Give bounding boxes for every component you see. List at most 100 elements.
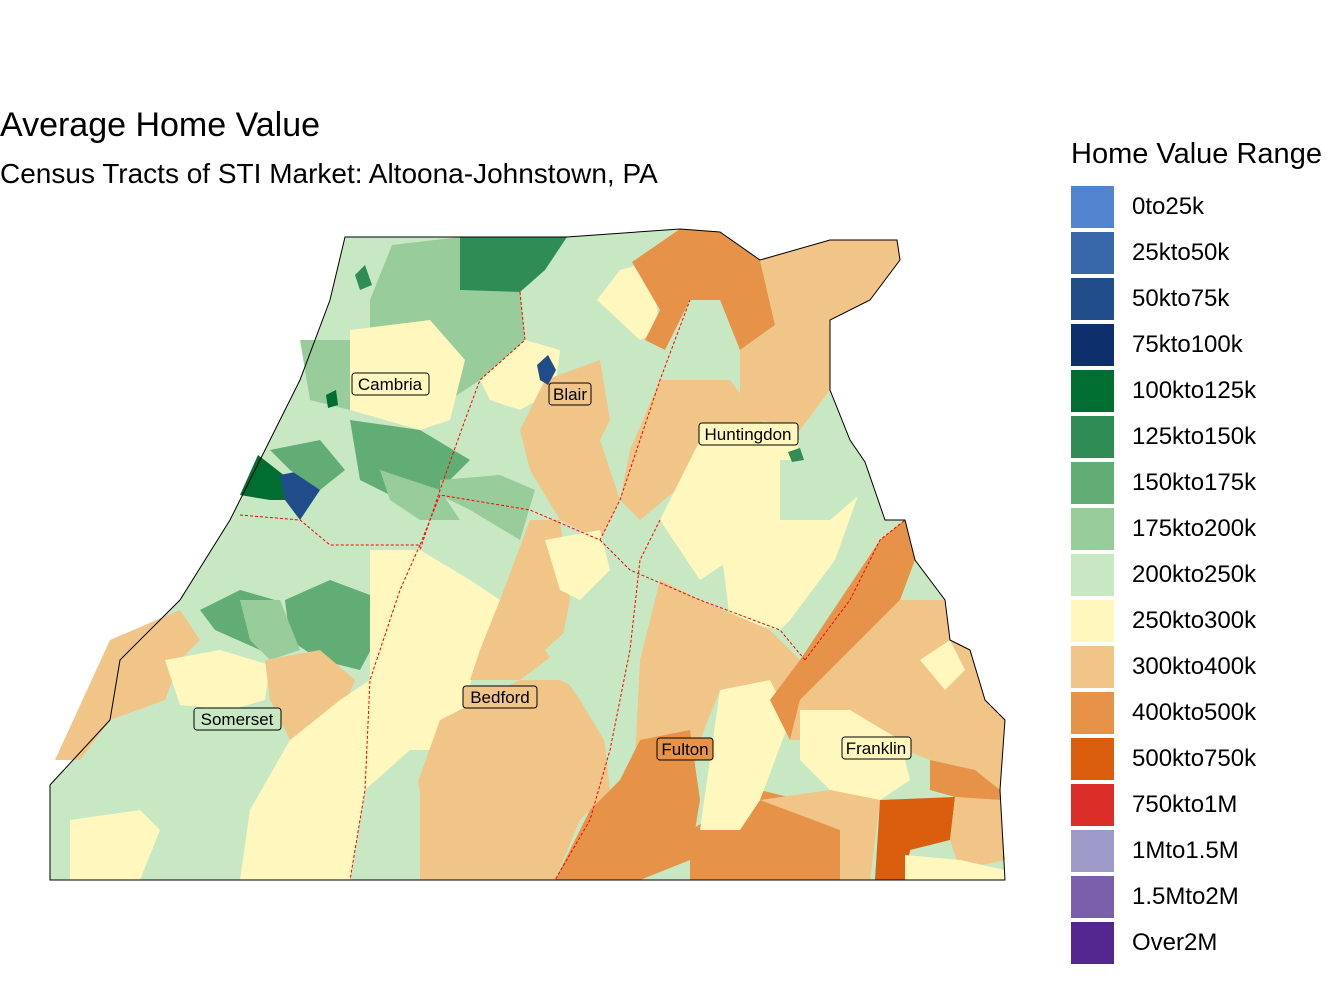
tract [905,855,1005,880]
tract [740,240,900,430]
legend-label: 75kto100k [1132,331,1243,358]
tract [788,448,804,462]
legend-swatch [1071,554,1114,596]
tract [537,355,556,385]
tract [700,680,790,830]
tract [300,340,350,410]
legend-swatch [1071,876,1114,918]
tract [415,680,610,880]
legend-label: 150kto175k [1132,469,1257,496]
legend-label: 1Mto1.5M [1132,837,1239,864]
legend-label: 1.5Mto2M [1132,883,1239,910]
legend-label: 25kto50k [1132,239,1230,266]
tract [760,790,880,880]
tract [55,610,200,760]
tract [520,360,620,540]
tract [780,460,865,520]
tract [370,237,525,400]
legend-swatch [1071,646,1114,688]
legend-label: Over2M [1132,929,1218,956]
legend-swatch [1071,232,1114,274]
legend: 0to25k 25kto50k 50kto75k 75kto100k 100kto125… [1071,186,1256,968]
map-subtitle: Census Tracts of STI Market: Altoona-Joh… [0,158,658,189]
legend-item: 500kto750k [1071,738,1256,784]
legend-label: 300kto400k [1132,653,1257,680]
legend-label: 250kto300k [1132,607,1257,634]
legend-title: Home Value Range [1071,138,1322,170]
county-labels: Cambria Blair Huntingdon Somerset Bedfor… [193,372,912,761]
legend-label: 0to25k [1132,193,1205,220]
legend-item: 1Mto1.5M [1071,830,1256,876]
legend-label: 50kto75k [1132,285,1230,312]
tract [350,750,420,880]
legend-swatch [1071,830,1114,872]
legend-swatch [1071,186,1114,228]
tract [380,470,460,520]
region-outline [49,228,1006,881]
tract [240,600,300,660]
tract [470,520,570,680]
tract [440,475,535,540]
legend-swatch [1071,784,1114,826]
county-label-text: Franklin [846,739,906,758]
legend-swatch [1071,370,1114,412]
tract [165,650,270,710]
legend-item: 25kto50k [1071,232,1256,278]
tract [920,640,965,690]
tract [460,237,567,292]
tract [70,810,160,880]
county-label-franklin: Franklin [841,736,912,760]
legend-item: 175kto200k [1071,508,1256,554]
tract [555,730,700,880]
legend-item: 125kto150k [1071,416,1256,462]
tract [365,550,500,790]
county-boundaries [239,291,906,881]
legend-item: Over2M [1071,922,1256,968]
legend-item: 100kto125k [1071,370,1256,416]
legend-label: 400kto500k [1132,699,1257,726]
legend-item: 50kto75k [1071,278,1256,324]
legend-label: 500kto750k [1132,745,1257,772]
legend-swatch [1071,922,1114,964]
legend-swatch [1071,738,1114,780]
tract [270,440,345,490]
tract [326,390,338,408]
legend-swatch [1071,508,1114,550]
legend-item: 250kto300k [1071,600,1256,646]
legend-item: 400kto500k [1071,692,1256,738]
legend-item: 1.5Mto2M [1071,876,1256,922]
tract [545,560,660,750]
legend-swatch [1071,278,1114,320]
county-label-bedford: Bedford [462,685,538,709]
county-label-text: Somerset [201,710,274,729]
county-label-text: Cambria [358,375,423,394]
tract [545,530,610,600]
legend-label: 175kto200k [1132,515,1257,542]
tract [665,300,740,390]
tract [240,680,370,880]
county-label-cambria: Cambria [351,372,430,396]
county-label-text: Fulton [661,740,708,759]
county-label-blair: Blair [548,382,592,406]
legend-swatch [1071,324,1114,366]
county-label-huntingdon: Huntingdon [698,422,799,446]
county-label-text: Bedford [470,688,530,707]
legend-swatch [1071,462,1114,504]
legend-label: 200kto250k [1132,561,1257,588]
tract [285,580,395,670]
legend-item: 300kto400k [1071,646,1256,692]
legend-item: 75kto100k [1071,324,1256,370]
legend-swatch [1071,600,1114,642]
legend-label: 100kto125k [1132,377,1257,404]
legend-item: 200kto250k [1071,554,1256,600]
county-label-text: Blair [553,385,587,404]
tract [770,520,915,740]
legend-swatch [1071,416,1114,458]
legend-item: 750kto1M [1071,784,1256,830]
tract [875,797,955,880]
county-label-somerset: Somerset [193,707,282,731]
county-label-text: Huntingdon [705,425,792,444]
tract [355,265,372,290]
county-label-fulton: Fulton [656,737,714,761]
